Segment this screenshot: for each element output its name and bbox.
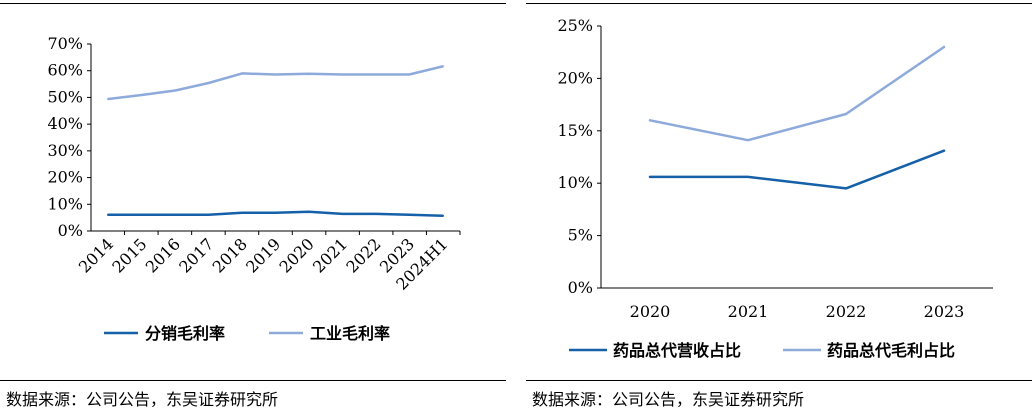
source-note: 数据来源：公司公告，东吴证券研究所 xyxy=(532,390,805,409)
y-tick-label: 20% xyxy=(557,68,593,87)
y-tick-label: 15% xyxy=(557,121,593,140)
legend-label-2: 药品总代毛利占比 xyxy=(827,341,955,360)
y-tick-label: 50% xyxy=(47,87,83,106)
x-tick-label: 2021 xyxy=(309,234,351,276)
x-tick-label: 2021 xyxy=(728,302,769,321)
y-tick-label: 0% xyxy=(568,278,593,297)
top-rule xyxy=(0,3,506,4)
y-tick-label: 10% xyxy=(47,194,83,213)
right-line-chart: 0% 5% 10% 15% 20% 25% 2020 2021 2022 2023 药品总代营收占比… xyxy=(557,16,993,360)
y-tick-label: 30% xyxy=(47,141,83,160)
top-rule xyxy=(526,3,1032,4)
x-tick-label: 2022 xyxy=(826,302,867,321)
y-tick-label: 70% xyxy=(47,34,83,53)
right-chart-panel: 0% 5% 10% 15% 20% 25% 2020 2021 2022 2023 药品总代营收占比… xyxy=(526,0,1032,413)
x-tick-label: 2023 xyxy=(924,302,965,321)
legend-label-1: 分销毛利率 xyxy=(145,324,225,343)
x-tick-label: 2022 xyxy=(342,234,384,276)
y-tick-label: 20% xyxy=(47,168,83,187)
x-tick-label: 2015 xyxy=(108,234,150,276)
left-line-chart: 0%10%20%30%40%50%60%70%20142015201620172… xyxy=(47,34,461,343)
legend-label-1: 药品总代营收占比 xyxy=(613,341,741,360)
source-note: 数据来源：公司公告，东吴证券研究所 xyxy=(6,390,279,409)
series-line-2 xyxy=(107,65,444,101)
y-tick-label: 25% xyxy=(557,16,593,35)
left-chart-panel: 0% 10% 20% 30% 40% 50% 60% 70% 2014 2015 2016 2017 2… xyxy=(0,0,506,413)
y-tick-label: 40% xyxy=(47,114,83,133)
series-line-1 xyxy=(107,210,444,218)
x-tick-label: 2016 xyxy=(142,234,184,276)
y-tick-label: 5% xyxy=(568,226,593,245)
y-tick-label: 10% xyxy=(557,173,593,192)
series-line-2 xyxy=(648,45,946,142)
bottom-rule xyxy=(0,380,506,381)
x-tick-label: 2014 xyxy=(75,234,117,276)
x-tick-label: 2019 xyxy=(242,234,284,276)
x-tick-label: 2020 xyxy=(630,302,671,321)
legend-label-2: 工业毛利率 xyxy=(310,324,390,343)
x-tick-label: 2018 xyxy=(209,234,251,276)
x-tick-label: 2017 xyxy=(175,234,217,276)
bottom-rule xyxy=(526,380,1032,381)
y-tick-label: 60% xyxy=(47,61,83,80)
y-tick-label: 0% xyxy=(58,221,83,240)
x-tick-label: 2020 xyxy=(276,234,318,276)
series-line-1 xyxy=(648,149,946,190)
